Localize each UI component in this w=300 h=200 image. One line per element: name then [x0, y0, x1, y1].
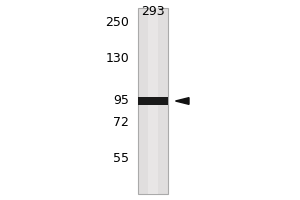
Polygon shape — [176, 98, 189, 104]
Text: 72: 72 — [113, 116, 129, 130]
Bar — [148, 8, 158, 194]
Text: 250: 250 — [105, 17, 129, 29]
Bar — [138, 8, 168, 194]
Text: 55: 55 — [113, 153, 129, 166]
Bar — [138, 97, 168, 105]
Text: 95: 95 — [113, 95, 129, 108]
Text: 130: 130 — [105, 52, 129, 66]
Text: 293: 293 — [141, 5, 165, 18]
